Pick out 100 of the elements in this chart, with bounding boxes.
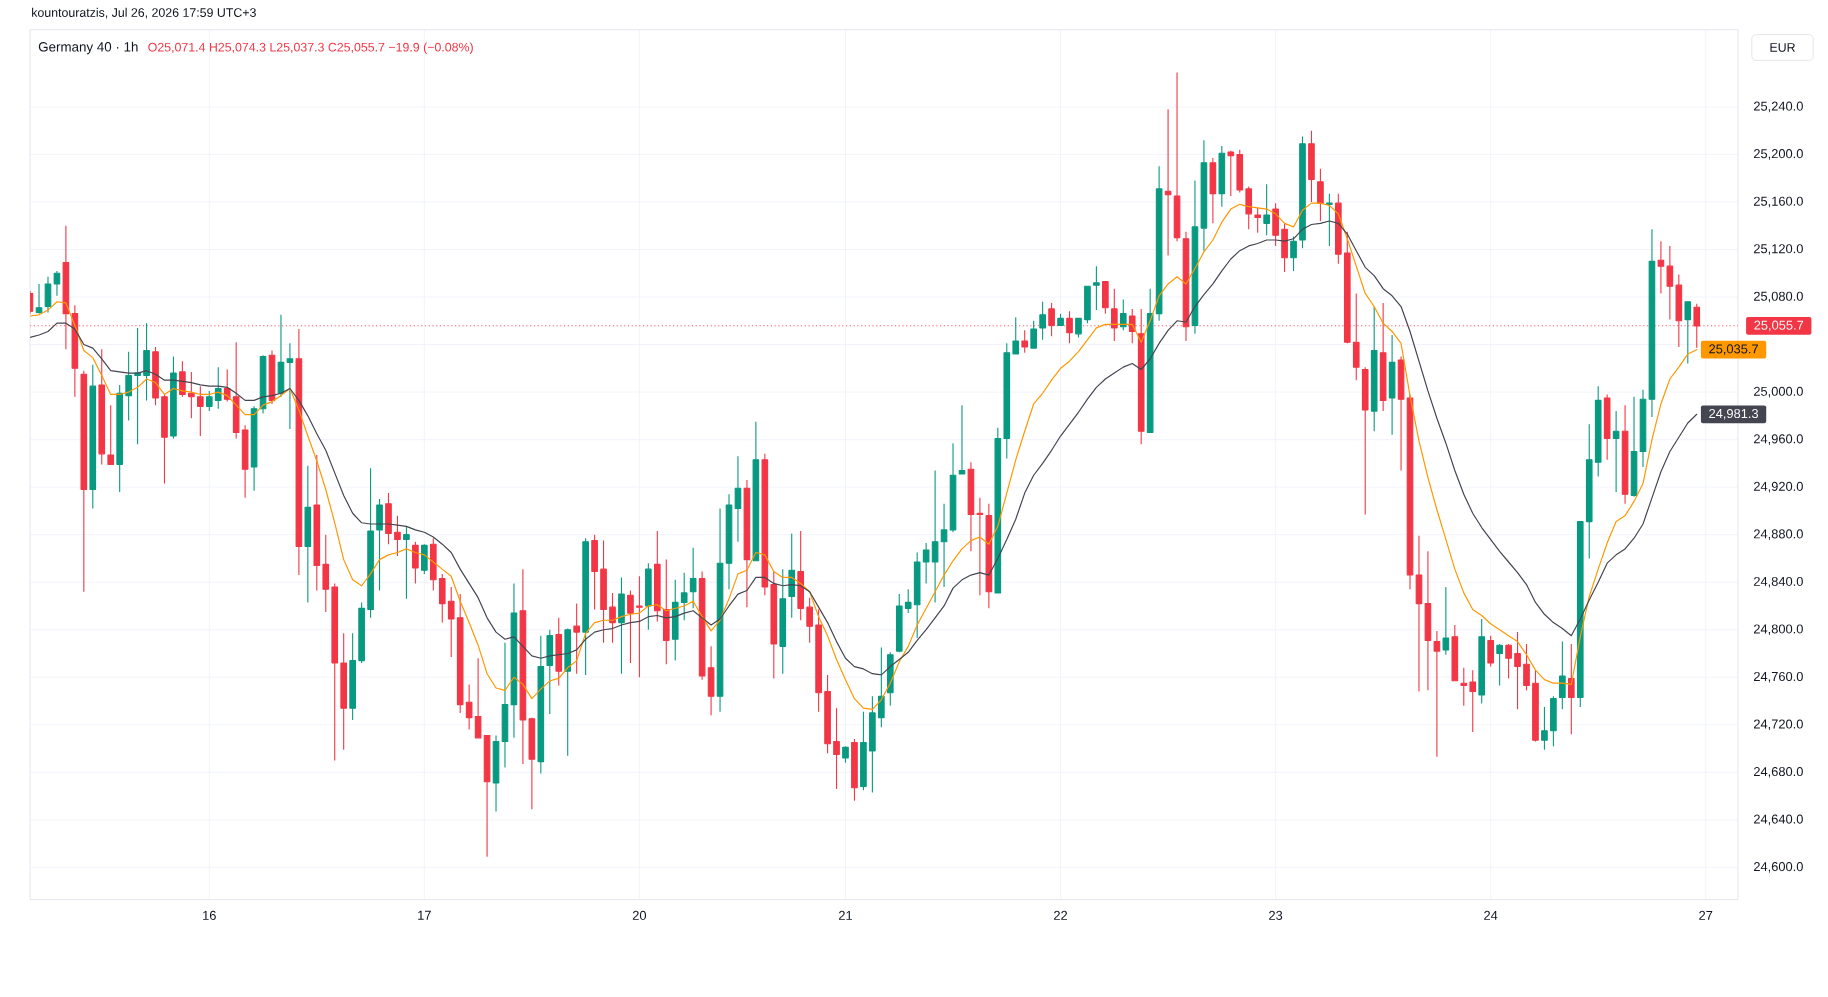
candlestick (680, 571, 688, 621)
candlestick (1352, 292, 1360, 381)
candlestick (716, 507, 724, 713)
candlestick (806, 596, 813, 644)
x-tick-label: 20 (632, 910, 647, 920)
y-tick-label: 24,760.0 (1753, 671, 1803, 683)
candlestick (1576, 520, 1584, 708)
candlestick (537, 634, 545, 774)
candlestick (1218, 145, 1226, 208)
candlestick (125, 350, 132, 421)
candlestick (152, 346, 159, 406)
y-tick-label: 25,000.0 (1753, 386, 1803, 398)
candlestick (627, 589, 634, 664)
candlestick (241, 424, 249, 499)
candlestick (53, 270, 61, 297)
candlestick (1209, 157, 1217, 224)
y-tick-label: 24,960.0 (1753, 434, 1803, 445)
candlestick (1388, 334, 1396, 436)
candlestick (1666, 245, 1674, 320)
candlestick (107, 404, 115, 465)
candlestick (1146, 287, 1154, 433)
candlestick (1155, 165, 1163, 322)
candlestick (394, 514, 401, 557)
candlestick (331, 582, 339, 761)
candlestick (1505, 643, 1512, 679)
candlestick (940, 503, 948, 588)
candlestick (456, 593, 464, 714)
candlestick (752, 421, 760, 562)
candlestick (1639, 388, 1647, 468)
candlestick (1164, 108, 1172, 256)
candlestick (1630, 396, 1638, 497)
candlestick (483, 734, 491, 858)
candlestick (725, 493, 733, 590)
y-tick-label: 24,800.0 (1753, 624, 1803, 635)
candlestick (922, 542, 930, 584)
candlestick (313, 454, 321, 591)
candlestick (779, 568, 787, 675)
candlestick (1496, 643, 1503, 686)
y-tick-label: 25,240.0 (1753, 101, 1803, 112)
candlestick (1406, 393, 1414, 590)
candlestick (474, 657, 482, 739)
candlestick (600, 539, 607, 644)
y-tick-label: 24,880.0 (1753, 529, 1803, 540)
candlestick (1550, 695, 1557, 747)
candlestick (851, 738, 858, 802)
candlestick (1254, 207, 1262, 234)
candlestick (1299, 135, 1306, 249)
candlestick (304, 465, 312, 603)
candlestick (636, 575, 643, 678)
candlestick (1263, 183, 1270, 236)
candlestick (429, 537, 437, 591)
candlestick (116, 384, 123, 493)
candlestick (1541, 706, 1548, 751)
data-label: 24,981.3 (1709, 408, 1759, 420)
candlestick (421, 543, 428, 575)
candlestick (895, 593, 903, 653)
y-tick-label: 25,200.0 (1753, 148, 1803, 160)
candlestick (824, 674, 831, 754)
candlestick (1012, 316, 1020, 355)
candlestick (295, 328, 303, 576)
candlestick (582, 537, 589, 676)
candlestick (1326, 192, 1333, 247)
x-tick-label: 21 (838, 910, 853, 920)
y-tick-label: 25,160.0 (1753, 196, 1803, 208)
candlestick (501, 642, 509, 768)
candlestick (465, 683, 473, 730)
candlestick (403, 525, 410, 600)
candlestick (1460, 667, 1468, 707)
x-tick-label: 23 (1269, 910, 1283, 920)
candlestick (1093, 265, 1100, 311)
ref-line-label: 25,055.7 (1754, 320, 1804, 331)
candlestick (1021, 329, 1029, 354)
candlestick (35, 283, 43, 314)
candlestick (1335, 192, 1342, 265)
candlestick (842, 745, 849, 764)
candlestick (1039, 301, 1046, 341)
candlestick (1003, 342, 1011, 459)
candlestick (438, 573, 446, 623)
candlestick (519, 568, 527, 765)
candlestick (815, 608, 822, 713)
candlestick (994, 426, 1002, 594)
candlestick (985, 503, 993, 609)
candlestick (277, 314, 285, 398)
candlestick (1290, 235, 1297, 272)
candlestick (671, 579, 679, 661)
y-tick-label: 25,120.0 (1753, 243, 1803, 255)
candlestick (161, 393, 168, 484)
candlestick (1532, 669, 1539, 742)
candlestick (1594, 385, 1602, 477)
candlestick (134, 327, 141, 445)
candlestick (761, 453, 769, 596)
y-tick-label: 24,640.0 (1753, 814, 1803, 825)
candlestick (770, 570, 778, 679)
candlestick (1514, 631, 1521, 710)
candlestick (1317, 167, 1324, 222)
text: O25,071.4 H25,074.3 L25,037.3 C25,055.7 −19.9 (−0.08%) (148, 42, 473, 54)
candlestick (376, 498, 383, 591)
candlestick (44, 276, 52, 313)
candlestick (949, 442, 957, 533)
candlestick (1191, 179, 1199, 335)
